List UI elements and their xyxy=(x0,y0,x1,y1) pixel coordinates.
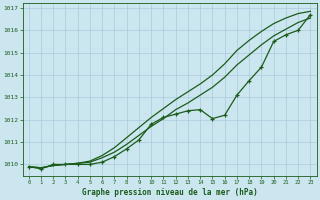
X-axis label: Graphe pression niveau de la mer (hPa): Graphe pression niveau de la mer (hPa) xyxy=(82,188,258,197)
